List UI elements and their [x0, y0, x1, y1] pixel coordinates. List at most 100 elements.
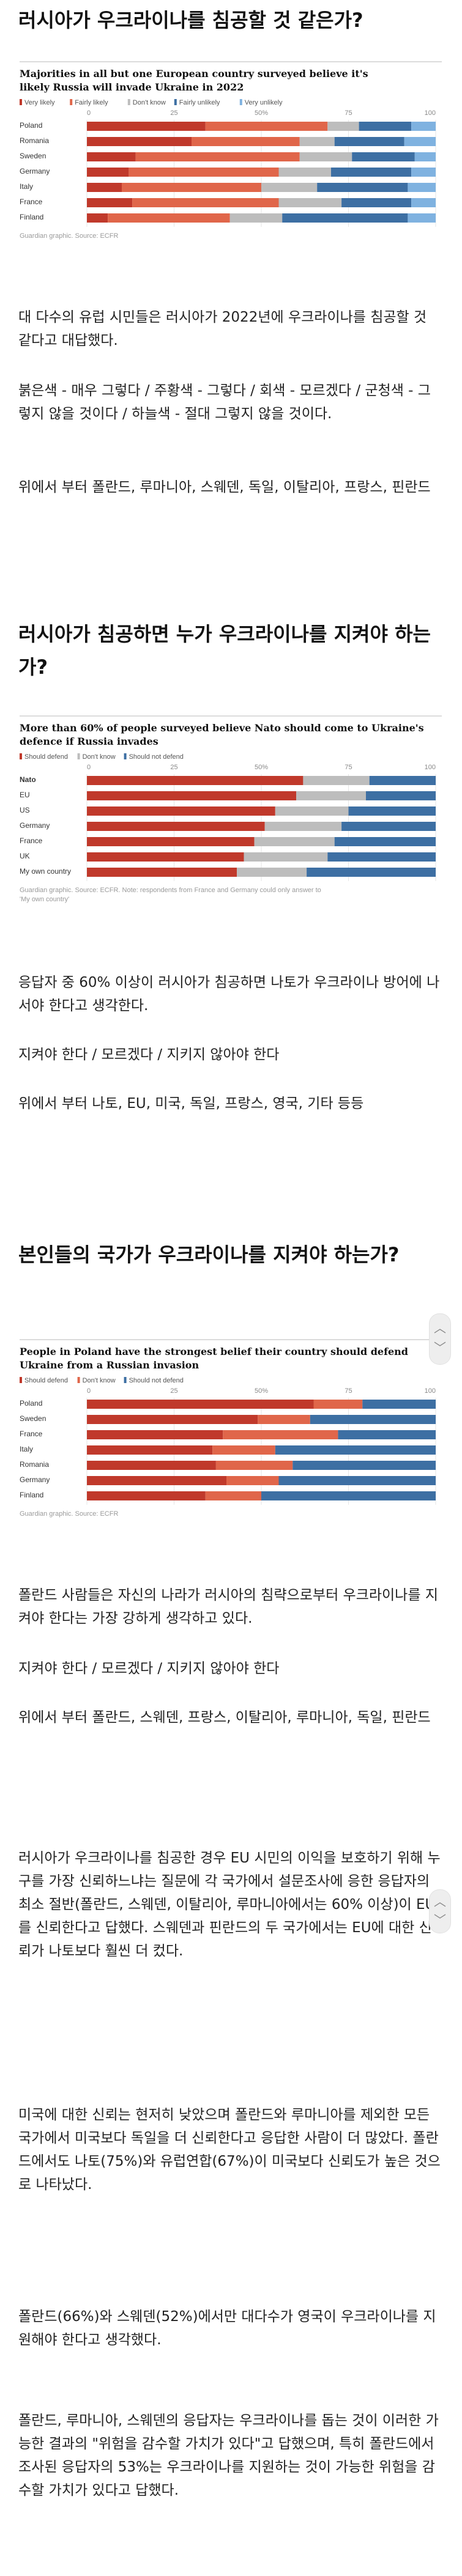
axis-tick-label: 100 — [425, 109, 436, 117]
chart-source: Guardian graphic. Source: ECFR — [20, 1510, 118, 1518]
axis-tick-label: 100 — [425, 1387, 436, 1395]
category-label: Germany — [20, 821, 50, 830]
bar-segment — [303, 776, 370, 785]
chart-source: 'My own country' — [20, 896, 69, 903]
category-label: France — [20, 1430, 43, 1438]
paragraph-defend-order: 위에서 부터 나토, EU, 미국, 독일, 프랑스, 영국, 기타 등등 — [18, 1096, 364, 1112]
axis-tick-label: 75 — [345, 764, 352, 771]
legend-swatch — [174, 99, 177, 105]
bar-segment — [275, 1445, 436, 1455]
axis-tick-label: 50% — [255, 1387, 268, 1395]
bar-segment — [313, 1400, 363, 1409]
legend-swatch — [70, 99, 73, 105]
bar-segment — [414, 152, 436, 161]
bar-segment — [278, 1476, 436, 1485]
chevron-up-icon[interactable]: ︿ — [434, 1894, 446, 1909]
bar-segment — [87, 1430, 223, 1439]
axis-tick-label: 75 — [345, 1387, 352, 1395]
bar-segment — [327, 852, 436, 862]
chart-source: Guardian graphic. Source: ECFR — [20, 232, 118, 240]
bar-segment — [278, 168, 331, 177]
bar-segment — [87, 852, 244, 862]
bar-segment — [87, 213, 108, 223]
paragraph-trust-us: 미국에 대한 신뢰는 현저히 낮았으며 폴란드와 루마니아를 제외한 모든 국가… — [18, 2107, 441, 2193]
bar-segment — [408, 213, 436, 223]
chevron-up-icon[interactable]: ︿ — [434, 1321, 446, 1335]
bar-segment — [87, 122, 206, 131]
bar-segment — [223, 1430, 338, 1439]
bar-segment — [87, 1415, 258, 1424]
legend-swatch — [124, 1377, 127, 1383]
paragraph-invasion-summary: 대 다수의 유럽 시민들은 러시아가 2022년에 우크라이나를 침공할 것 같… — [18, 309, 427, 349]
bar-segment — [87, 776, 304, 785]
scroll-control-lower[interactable]: ︿ ﹀ — [429, 1889, 451, 1933]
bar-segment — [205, 1491, 261, 1500]
bar-segment — [369, 776, 436, 785]
bar-segment — [317, 183, 408, 192]
bar-segment — [352, 152, 415, 161]
bar-segment — [108, 213, 230, 223]
chart-title-line: People in Poland have the strongest beli… — [20, 1346, 408, 1357]
bar-segment — [411, 168, 436, 177]
legend-label: Should defend — [24, 1377, 68, 1384]
category-label: Poland — [20, 121, 42, 130]
bar-segment — [261, 183, 318, 192]
bar-segment — [261, 1491, 436, 1500]
legend-swatch — [20, 1377, 22, 1383]
bar-segment — [278, 198, 342, 207]
scroll-control[interactable]: ︿ ﹀ — [429, 1313, 451, 1365]
chart-title-line: Ukraine from a Russian invasion — [20, 1359, 199, 1371]
category-label: Germany — [20, 1475, 50, 1484]
legend-label: Fairly likely — [75, 99, 108, 106]
bar-segment — [87, 806, 275, 816]
category-label: Sweden — [20, 152, 46, 160]
bar-segment — [338, 1430, 436, 1439]
bar-segment — [87, 1400, 314, 1409]
bar-segment — [264, 822, 342, 831]
category-label: Finland — [20, 1491, 43, 1499]
chevron-down-icon[interactable]: ﹀ — [434, 1913, 446, 1927]
bar-segment — [411, 198, 436, 207]
axis-tick-label: 100 — [425, 764, 436, 771]
bar-segment — [87, 1445, 213, 1455]
legend-label: Very unlikely — [245, 99, 283, 106]
axis-tick-label: 75 — [345, 109, 352, 117]
chart-title-line: defence if Russia invades — [20, 736, 158, 747]
paragraph-invasion-legend: 붉은색 - 매우 그렇다 / 주황색 - 그렇다 / 회색 - 모르겠다 / 군… — [18, 383, 431, 422]
category-label: My own country — [20, 867, 71, 876]
legend-label: Should not defend — [129, 1377, 184, 1384]
bar-segment — [331, 168, 412, 177]
bar-segment — [310, 1415, 436, 1424]
chart-top-rule — [20, 1339, 442, 1340]
chart-svg: People in Poland have the strongest beli… — [20, 1339, 442, 1518]
paragraph-own-summary: 폴란드 사람들은 자신의 나라가 러시아의 침략으로부터 우크라이나를 지켜야 … — [18, 1587, 438, 1626]
category-label: EU — [20, 791, 30, 799]
bar-segment — [129, 168, 279, 177]
paragraph-own-legend: 지켜야 한다 / 모르겠다 / 지키지 않아야 한다 — [18, 1661, 280, 1677]
bar-segment — [215, 1461, 293, 1470]
section-heading-own-country: 본인들의 국가가 우크라이나를 지켜야 하는가? — [18, 1243, 400, 1266]
bar-segment — [87, 168, 129, 177]
legend-label: Should defend — [24, 753, 68, 761]
bar-segment — [359, 122, 412, 131]
chart-title-line: Majorities in all but one European count… — [20, 68, 368, 79]
bar-segment — [341, 198, 412, 207]
bar-segment — [296, 791, 366, 800]
bar-segment — [87, 183, 122, 192]
bar-segment — [212, 1445, 275, 1455]
category-label: US — [20, 806, 30, 814]
chart-source: Guardian graphic. Source: ECFR. Note: re… — [20, 887, 321, 894]
bar-segment — [244, 852, 328, 862]
chevron-down-icon[interactable]: ﹀ — [434, 1340, 446, 1355]
bar-segment — [327, 122, 359, 131]
legend-swatch — [124, 753, 127, 759]
legend-swatch — [20, 753, 22, 759]
bar-segment — [299, 152, 352, 161]
paragraph-own-order: 위에서 부터 폴란드, 스웨덴, 프랑스, 이탈리아, 루마니아, 독일, 핀란… — [18, 1710, 431, 1725]
bar-segment — [404, 137, 436, 146]
chart-top-rule — [20, 715, 442, 717]
bar-segment — [87, 152, 136, 161]
legend-swatch — [127, 99, 130, 105]
bar-segment — [282, 213, 408, 223]
category-label: France — [20, 197, 43, 206]
